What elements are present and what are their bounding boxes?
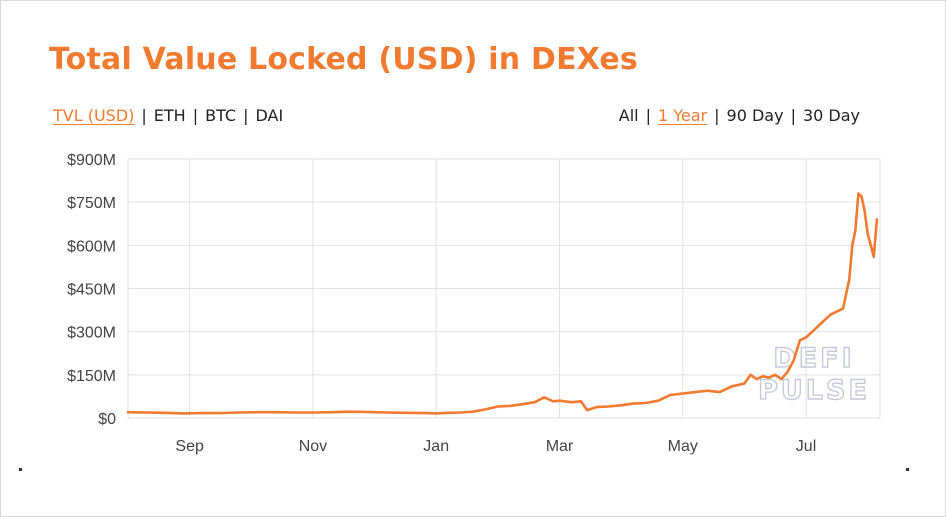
y-tick-label: $750M bbox=[67, 195, 116, 212]
y-tick-label: $150M bbox=[67, 368, 116, 385]
corner-mark-right bbox=[906, 468, 909, 471]
range-separator: | bbox=[645, 106, 651, 125]
chart-grid bbox=[127, 158, 881, 419]
defi-pulse-watermark: DEFI PULSE bbox=[757, 342, 870, 406]
y-tick-label: $900M bbox=[67, 152, 116, 169]
watermark-line-1: DEFI bbox=[773, 343, 854, 374]
series-layer bbox=[126, 192, 879, 415]
currency-option[interactable]: BTC bbox=[205, 106, 237, 125]
currency-option[interactable]: ETH bbox=[153, 106, 186, 125]
range-separator: | bbox=[714, 106, 720, 125]
range-option[interactable]: 30 Day bbox=[802, 106, 860, 125]
currency-separator: | bbox=[243, 106, 249, 125]
currency-option[interactable]: DAI bbox=[255, 106, 284, 125]
y-tick-label: $0 bbox=[98, 411, 116, 428]
x-tick-label: Jul bbox=[796, 438, 816, 455]
currency-separator: | bbox=[192, 106, 199, 125]
currency-option[interactable]: TVL (USD) bbox=[53, 106, 135, 125]
range-option[interactable]: 90 Day bbox=[726, 106, 784, 125]
chart-title: Total Value Locked (USD) in DEXes bbox=[49, 42, 638, 77]
y-tick-label: $600M bbox=[67, 238, 116, 255]
x-tick-label: May bbox=[668, 438, 698, 455]
range-option[interactable]: All bbox=[618, 106, 639, 125]
y-tick-label: $300M bbox=[67, 325, 116, 342]
currency-toggle: TVL (USD) | ETH | BTC | DAI bbox=[53, 106, 283, 125]
x-axis: Sep Nov Jan Mar May Jul bbox=[175, 438, 816, 455]
range-option[interactable]: 1 Year bbox=[657, 106, 708, 125]
range-toggle: All | 1 Year | 90 Day | 30 Day bbox=[619, 106, 860, 125]
currency-separator: | bbox=[141, 106, 147, 125]
x-tick-label: Jan bbox=[423, 438, 449, 455]
x-tick-label: Nov bbox=[299, 438, 327, 455]
watermark-line-2: PULSE bbox=[758, 375, 870, 406]
y-axis: $0 $150M $300M $450M $600M $750M $900M bbox=[67, 152, 116, 428]
tvl-series-line bbox=[126, 192, 879, 415]
range-separator: | bbox=[790, 106, 796, 125]
x-tick-label: Mar bbox=[546, 438, 574, 455]
corner-mark-left bbox=[19, 468, 22, 471]
y-tick-label: $450M bbox=[67, 282, 116, 299]
x-tick-label: Sep bbox=[175, 438, 204, 455]
